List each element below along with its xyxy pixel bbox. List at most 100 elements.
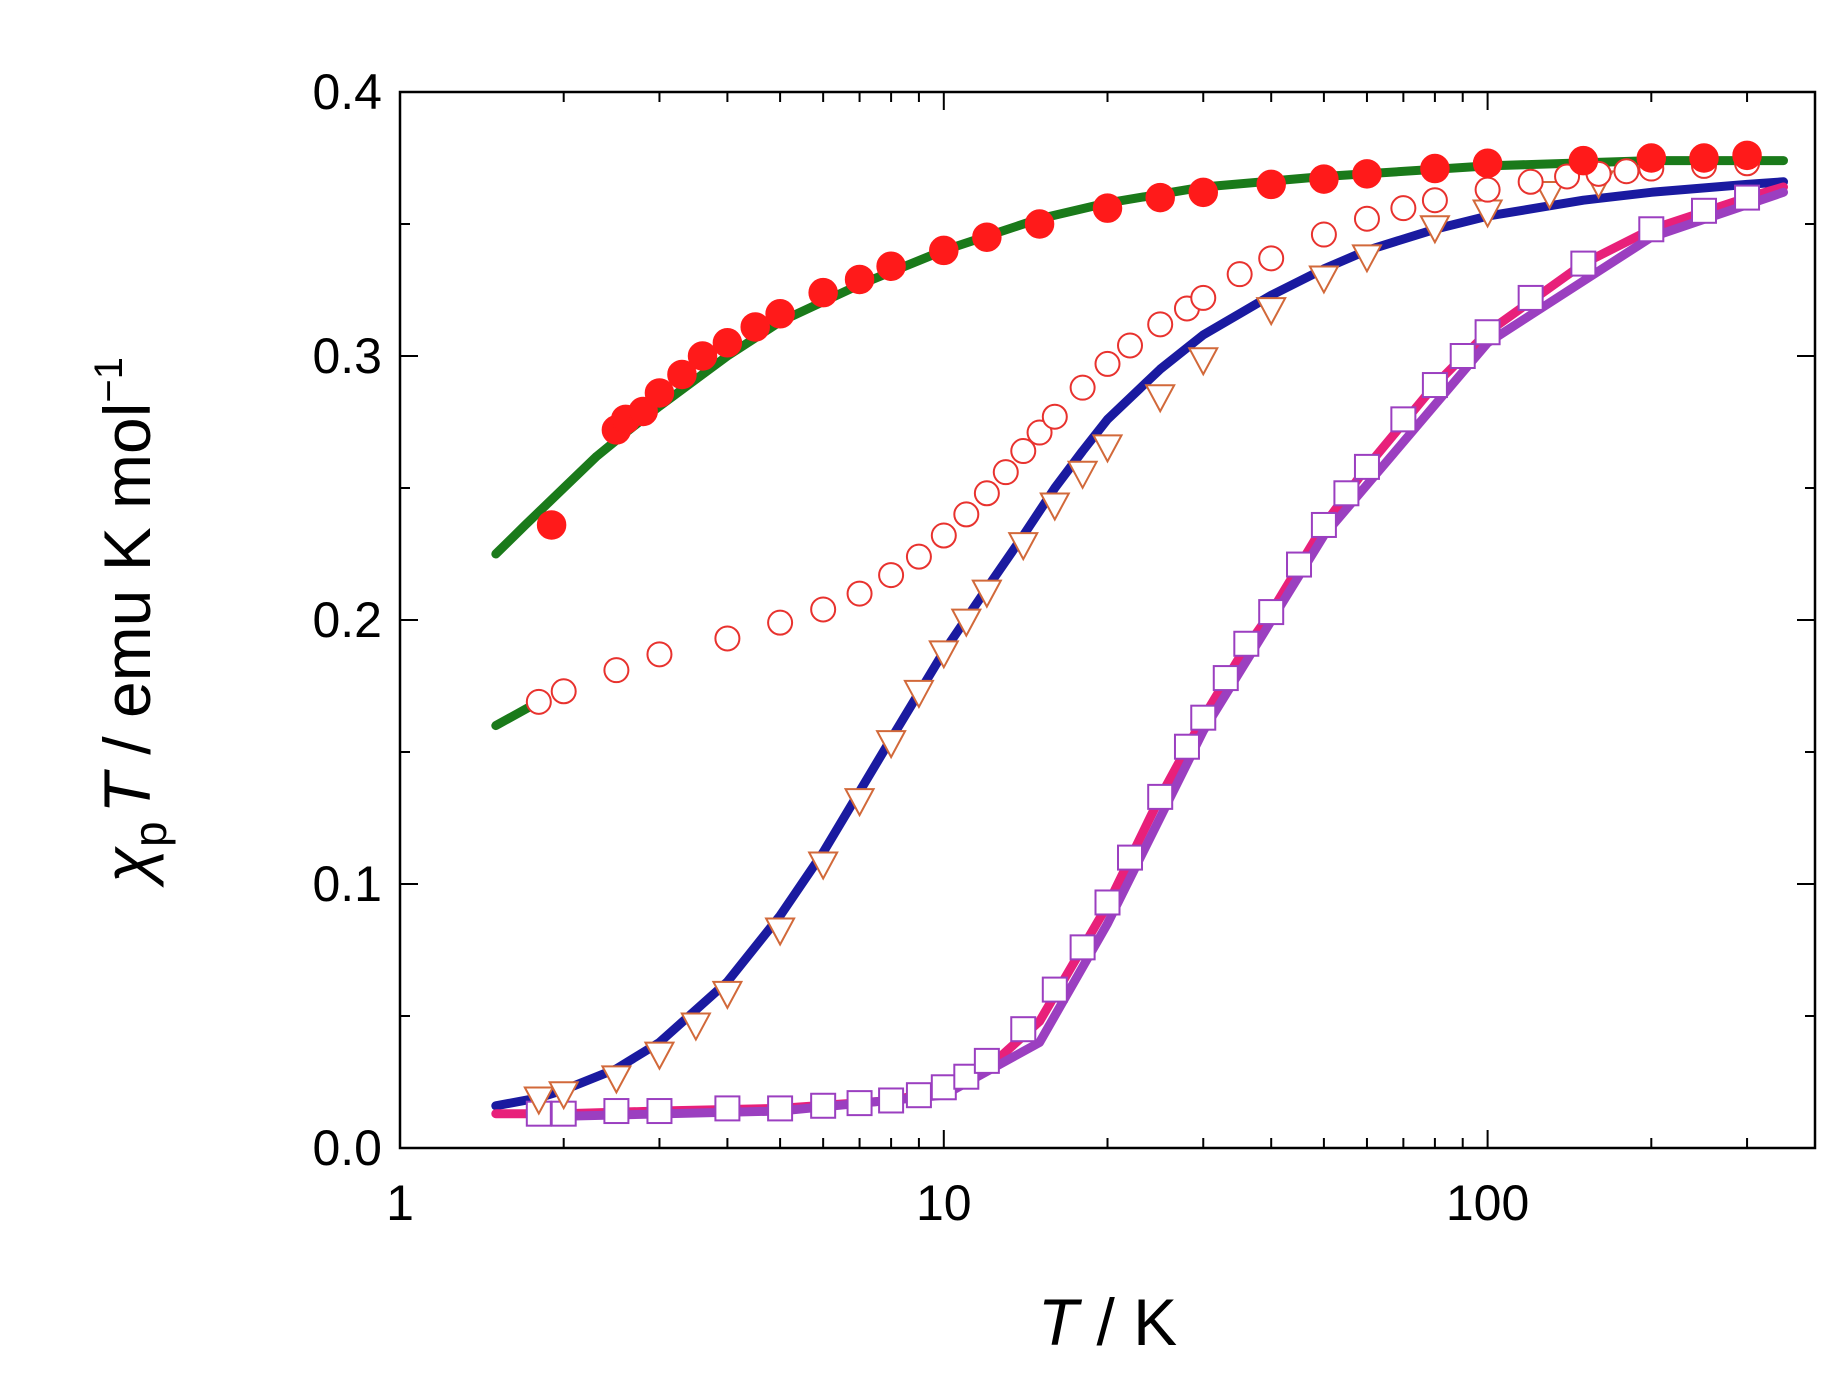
axis-ticks — [399, 91, 1816, 1149]
data-point-open-circle — [1190, 284, 1217, 311]
y-axis-label-T: T — [90, 768, 164, 813]
fit-line — [491, 177, 1788, 1111]
data-point-open-triangle — [875, 730, 907, 760]
y-axis-label: χpT / emu K mol−1 — [87, 357, 176, 888]
data-point-open-circle — [1421, 187, 1448, 214]
data-point-open-circle — [1094, 350, 1121, 377]
data-point-open-circle — [846, 580, 873, 607]
data-point-filled-circle — [844, 264, 875, 295]
data-point-filled-circle — [667, 359, 697, 390]
data-point-open-square — [1010, 1016, 1037, 1043]
data-point-open-triangle — [950, 608, 982, 638]
data-point-open-triangle — [928, 640, 960, 670]
data-point-open-square — [714, 1095, 741, 1122]
data-point-open-square — [1310, 511, 1337, 538]
data-point-open-circle — [1613, 158, 1640, 185]
data-point-open-circle — [1353, 205, 1380, 232]
data-point-open-circle — [1390, 195, 1417, 222]
data-point-open-circle — [1517, 168, 1544, 195]
data-point-open-circle — [714, 625, 741, 652]
data-point-filled-circle — [1145, 182, 1175, 213]
data-point-open-square — [846, 1090, 873, 1117]
data-point-open-square — [1212, 665, 1239, 692]
data-point-open-square — [1474, 319, 1501, 346]
data-point-filled-circle — [1420, 153, 1450, 184]
data-point-filled-circle — [687, 341, 718, 371]
data-point-open-square — [767, 1095, 794, 1122]
data-point-open-square — [1233, 630, 1260, 657]
data-point-open-square — [1286, 551, 1313, 578]
data-point-open-circle — [1258, 245, 1285, 272]
data-point-open-triangle — [1091, 434, 1124, 464]
data-point-open-square — [1258, 599, 1285, 626]
data-point-open-square — [646, 1098, 673, 1125]
data-point-open-square — [1421, 372, 1448, 399]
data-point-open-circle — [1226, 261, 1253, 288]
data-point-open-triangle — [643, 1041, 676, 1071]
data-point-filled-circle — [1309, 164, 1339, 194]
data-point-open-circle — [603, 657, 630, 684]
data-point-filled-circle — [1092, 193, 1123, 223]
data-point-filled-circle — [972, 222, 1002, 252]
data-point-open-square — [973, 1047, 1000, 1074]
y-tick-label: 0.2 — [312, 592, 382, 648]
y-tick-label: 0.4 — [312, 64, 382, 120]
data-point-filled-circle — [929, 235, 959, 266]
data-point-open-triangle — [680, 1012, 712, 1042]
data-point-filled-circle — [1024, 209, 1055, 239]
data-point-open-triangle — [903, 679, 935, 710]
data-point-open-circle — [1026, 419, 1053, 446]
data-point-filled-circle — [1732, 140, 1762, 171]
data-point-open-circle — [1069, 374, 1096, 401]
data-point-open-square — [1069, 934, 1096, 961]
data-point-open-triangle — [523, 1086, 555, 1116]
data-point-filled-circle — [1256, 169, 1286, 200]
y-tick-labels: 0.0 0.1 0.2 0.3 0.4 — [312, 64, 382, 1176]
y-tick-label: 0.3 — [312, 328, 382, 384]
data-point-open-square — [1333, 480, 1360, 507]
data-point-open-circle — [1147, 311, 1174, 338]
data-point-open-circle — [973, 480, 1000, 507]
data-point-open-square — [1147, 783, 1174, 810]
data-point-open-circle — [550, 678, 577, 705]
data-point-filled-circle — [876, 251, 906, 281]
data-point-open-square — [1173, 733, 1200, 760]
x-axis-label-var: T — [1038, 1285, 1083, 1359]
data-point-open-circle — [1117, 332, 1144, 359]
data-point-open-circle — [930, 522, 957, 549]
data-point-filled-circle — [644, 378, 675, 408]
data-point-open-circle — [1041, 403, 1068, 430]
data-point-open-triangle — [600, 1065, 633, 1095]
data-point-open-circle — [992, 459, 1019, 486]
data-point-open-triangle — [843, 788, 876, 818]
data-point-open-triangle — [971, 579, 1003, 609]
data-point-open-circle — [878, 562, 905, 589]
x-axis-label: T / K — [1038, 1285, 1177, 1359]
data-point-open-square — [603, 1098, 630, 1125]
data-point-filled-circle — [628, 396, 658, 427]
data-point-open-square — [1390, 406, 1417, 433]
data-point-filled-circle — [1689, 143, 1719, 173]
data-point-open-triangle — [764, 917, 796, 947]
y-axis-label-unit: / emu K mol — [90, 403, 164, 773]
x-tick-label: 10 — [916, 1175, 972, 1231]
data-point-filled-circle — [1352, 159, 1382, 189]
data-point-open-circle — [810, 596, 837, 623]
data-point-open-square — [1449, 343, 1476, 369]
x-axis-label-unit: / K — [1078, 1285, 1177, 1359]
data-point-open-triangle — [711, 980, 744, 1010]
data-point-filled-circle — [712, 328, 743, 358]
data-point-open-square — [1094, 889, 1121, 916]
data-point-open-square — [1734, 184, 1761, 211]
data-point-open-square — [1517, 284, 1544, 311]
data-point-open-triangle — [548, 1081, 580, 1111]
data-point-open-triangle — [1351, 244, 1383, 274]
data-point-open-triangle — [1533, 180, 1566, 211]
data-point-open-square — [810, 1092, 837, 1119]
data-point-open-square — [1190, 704, 1217, 731]
data-point-open-square — [905, 1082, 932, 1109]
data-point-open-square — [1041, 976, 1068, 1003]
data-point-filled-circle — [1188, 177, 1219, 208]
data-point-open-circle — [1474, 176, 1501, 203]
